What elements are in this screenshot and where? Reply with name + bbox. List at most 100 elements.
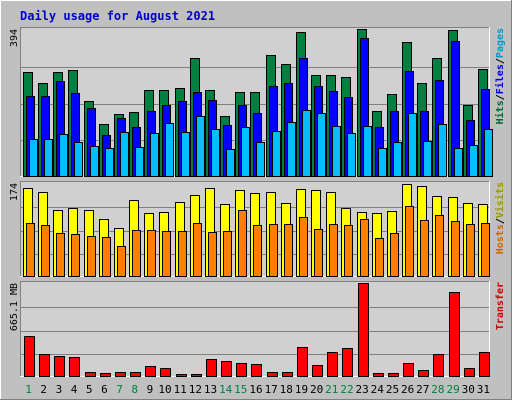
- bar-usage-s2-day-6: [105, 148, 114, 177]
- bar-sites-s1-day-1: [26, 223, 35, 277]
- bar-transfer-s0-day-5: [85, 372, 96, 377]
- day-label-2: 2: [40, 383, 47, 396]
- bar-transfer-s0-day-9: [145, 366, 156, 377]
- day-label-19: 19: [295, 383, 308, 396]
- bar-sites-s1-day-27: [420, 220, 429, 277]
- bar-sites-s1-day-18: [284, 224, 293, 277]
- bar-sites-s1-day-10: [162, 231, 171, 277]
- side-label-part: /: [495, 94, 506, 100]
- bar-usage-s2-day-15: [241, 127, 250, 177]
- bar-usage-s2-day-5: [90, 146, 99, 177]
- day-label-1: 1: [25, 383, 32, 396]
- bar-sites-s1-day-13: [208, 232, 217, 277]
- bar-sites-s1-day-3: [56, 233, 65, 277]
- panel-sites: 174 Hosts/Visits: [9, 181, 506, 277]
- bar-sites-s1-day-15: [238, 210, 247, 277]
- day-label-15: 15: [234, 383, 247, 396]
- day-label-21: 21: [325, 383, 338, 396]
- bar-usage-s2-day-10: [165, 123, 174, 177]
- bar-sites-s1-day-11: [178, 231, 187, 277]
- bar-transfer-s0-day-3: [54, 356, 65, 377]
- bar-transfer-s0-day-23: [358, 283, 369, 377]
- bar-transfer-s0-day-25: [388, 373, 399, 377]
- bar-usage-s2-day-28: [438, 124, 447, 177]
- side-label-part: Pages: [495, 28, 506, 58]
- bar-usage-s2-day-16: [256, 142, 265, 177]
- bar-transfer-s0-day-16: [251, 364, 262, 377]
- bar-sites-s1-day-26: [405, 206, 414, 277]
- bar-usage-s2-day-9: [150, 133, 159, 177]
- bar-transfer-s0-day-11: [176, 374, 187, 377]
- bar-sites-s1-day-20: [314, 229, 323, 277]
- y-tick-label: 394: [9, 29, 20, 47]
- day-label-17: 17: [265, 383, 278, 396]
- y-tick-label: 665.1 MB: [9, 283, 20, 331]
- side-label-part: Transfer: [495, 282, 506, 330]
- bar-transfer-s0-day-20: [312, 365, 323, 377]
- bar-usage-s2-day-1: [29, 139, 38, 177]
- bar-sites-s1-day-19: [299, 217, 308, 277]
- bar-transfer-s0-day-27: [418, 370, 429, 377]
- bar-transfer-s0-day-17: [267, 372, 278, 377]
- bar-usage-s2-day-11: [181, 132, 190, 177]
- side-label-part: Visits: [494, 182, 506, 218]
- day-label-11: 11: [174, 383, 187, 396]
- day-label-24: 24: [371, 383, 385, 396]
- bar-sites-s1-day-6: [102, 237, 111, 277]
- day-label-29: 29: [446, 383, 459, 396]
- side-label-part: Files: [494, 64, 506, 94]
- side-label-usage: Hits/Files/Pages: [494, 28, 506, 124]
- day-label-6: 6: [101, 383, 108, 396]
- bar-sites-s1-day-2: [41, 225, 50, 277]
- day-label-10: 10: [158, 383, 171, 396]
- bar-usage-s2-day-31: [484, 129, 493, 177]
- day-label-8: 8: [131, 383, 138, 396]
- bar-usage-s2-day-8: [135, 147, 144, 177]
- bar-usage-s2-day-4: [74, 142, 83, 177]
- side-label-transfer: Transfer: [495, 282, 506, 330]
- day-label-3: 3: [56, 383, 63, 396]
- bar-usage-s2-day-22: [347, 133, 356, 177]
- bar-usage-s2-day-27: [423, 141, 432, 177]
- bar-usage-s2-day-18: [287, 122, 296, 177]
- day-label-31: 31: [477, 383, 490, 396]
- bar-transfer-s0-day-13: [206, 359, 217, 377]
- day-label-30: 30: [462, 383, 475, 396]
- side-label-sites: Hosts/Visits: [494, 182, 506, 254]
- day-label-4: 4: [71, 383, 78, 396]
- bar-sites-s1-day-7: [117, 246, 126, 277]
- bar-usage-s2-day-29: [454, 148, 463, 177]
- day-label-9: 9: [147, 383, 154, 396]
- bar-transfer-s0-day-6: [100, 373, 111, 377]
- bar-usage-s2-day-30: [469, 145, 478, 177]
- bar-sites-s1-day-23: [360, 219, 369, 277]
- bar-sites-s1-day-16: [253, 225, 262, 277]
- day-label-14: 14: [219, 383, 233, 396]
- panel-transfer: 665.1 MB Transfer: [9, 281, 506, 377]
- day-label-22: 22: [340, 383, 353, 396]
- bar-sites-s1-day-28: [435, 215, 444, 277]
- bar-sites-s1-day-29: [451, 221, 460, 277]
- bar-usage-s2-day-21: [332, 126, 341, 177]
- bar-sites-s1-day-25: [390, 233, 399, 277]
- bar-sites-s1-day-14: [223, 231, 232, 277]
- day-label-5: 5: [86, 383, 93, 396]
- bar-sites-s1-day-12: [193, 223, 202, 277]
- day-label-25: 25: [386, 383, 399, 396]
- bar-sites-s1-day-9: [147, 230, 156, 277]
- bar-transfer-s0-day-21: [327, 352, 338, 377]
- bar-transfer-s0-day-22: [342, 348, 353, 377]
- chart-panels: 394Hits/Files/Pages174Hosts/Visits665.1 …: [9, 27, 506, 377]
- bar-usage-s2-day-20: [317, 113, 326, 177]
- bar-usage-s2-day-14: [226, 149, 235, 177]
- bar-transfer-s0-day-1: [24, 336, 35, 377]
- day-label-27: 27: [416, 383, 429, 396]
- day-label-23: 23: [355, 383, 368, 396]
- bar-usage-s2-day-19: [302, 110, 311, 177]
- bar-sites-s1-day-22: [344, 225, 353, 277]
- bar-transfer-s0-day-31: [479, 352, 490, 377]
- bar-transfer-s0-day-7: [115, 372, 126, 377]
- bar-transfer-s0-day-28: [433, 354, 444, 377]
